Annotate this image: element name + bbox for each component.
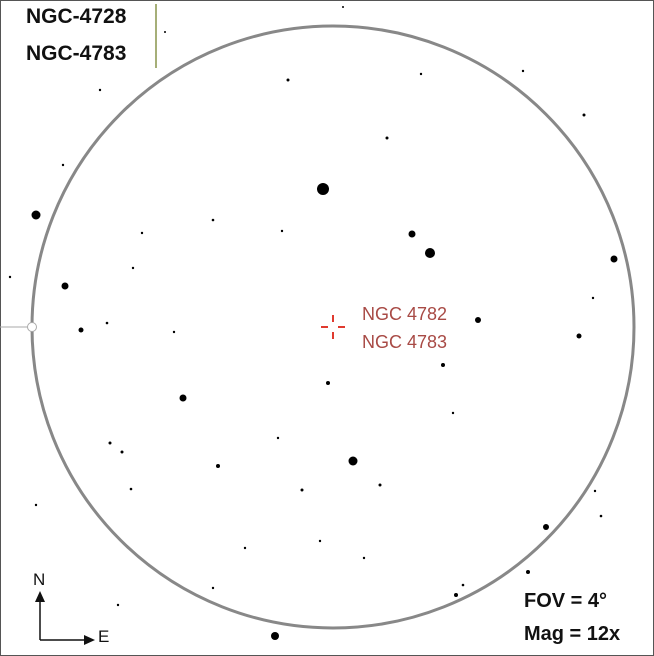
magnification-readout: Mag = 12x bbox=[524, 623, 620, 646]
mag-prefix: Mag = bbox=[524, 623, 587, 645]
star-13 bbox=[271, 632, 279, 640]
compass-arrows-icon bbox=[35, 591, 95, 645]
fov-readout: FOV = 4° bbox=[524, 590, 607, 613]
star-24 bbox=[419, 72, 423, 76]
star-23 bbox=[385, 136, 389, 140]
star-14 bbox=[441, 363, 445, 367]
star-40 bbox=[461, 583, 465, 587]
star-3 bbox=[425, 248, 435, 258]
star-34 bbox=[591, 296, 595, 300]
star-47 bbox=[451, 411, 455, 415]
star-36 bbox=[276, 436, 280, 440]
star-4 bbox=[408, 230, 416, 238]
mag-value: 12x bbox=[586, 623, 621, 645]
star-2 bbox=[31, 210, 41, 220]
fov-value: 4° bbox=[587, 590, 608, 612]
star-33 bbox=[521, 69, 525, 73]
star-43 bbox=[116, 603, 120, 607]
star-19 bbox=[120, 450, 124, 454]
star-46 bbox=[280, 229, 284, 233]
star-29 bbox=[172, 330, 176, 334]
star-21 bbox=[129, 487, 133, 491]
star-25 bbox=[211, 218, 215, 222]
star-6 bbox=[61, 282, 69, 290]
star-26 bbox=[140, 231, 144, 235]
star-15 bbox=[326, 381, 330, 385]
star-16 bbox=[216, 464, 220, 468]
target-crosshair-icon bbox=[321, 315, 345, 339]
star-12 bbox=[543, 524, 549, 530]
star-28 bbox=[105, 321, 109, 325]
target-label-primary: NGC 4782 bbox=[362, 304, 448, 324]
star-17 bbox=[300, 488, 304, 492]
star-22 bbox=[286, 78, 290, 82]
star-8 bbox=[78, 327, 84, 333]
star-30 bbox=[61, 163, 65, 167]
star-20 bbox=[108, 441, 112, 445]
star-49 bbox=[211, 586, 215, 590]
star-38 bbox=[318, 539, 322, 543]
compass-east-label: E bbox=[98, 627, 110, 646]
star-9 bbox=[576, 333, 582, 339]
star-10 bbox=[179, 394, 187, 402]
chart-title-secondary: NGC-4783 bbox=[26, 42, 127, 65]
star-51 bbox=[342, 6, 344, 8]
compass-north-label: N bbox=[33, 570, 46, 589]
star-37 bbox=[243, 546, 247, 550]
star-41 bbox=[454, 593, 458, 597]
star-32 bbox=[582, 113, 586, 117]
target-label-secondary: NGC 4783 bbox=[362, 332, 448, 352]
star-5 bbox=[610, 255, 618, 263]
star-50 bbox=[164, 31, 166, 33]
star-7 bbox=[475, 317, 481, 323]
star-35 bbox=[599, 514, 603, 518]
star-45 bbox=[34, 503, 38, 507]
star-39 bbox=[362, 556, 366, 560]
star-11 bbox=[348, 456, 358, 466]
star-42 bbox=[526, 570, 530, 574]
star-48 bbox=[593, 489, 597, 493]
star-27 bbox=[131, 266, 135, 270]
star-31 bbox=[98, 88, 102, 92]
fov-prefix: FOV = bbox=[524, 590, 588, 612]
star-1 bbox=[317, 183, 329, 195]
star-18 bbox=[378, 483, 382, 487]
chart-title-primary: NGC-4728 bbox=[26, 5, 127, 28]
star-44 bbox=[8, 275, 12, 279]
field-of-view-circle bbox=[30, 24, 636, 630]
edge-marker bbox=[27, 322, 37, 332]
stars-group bbox=[8, 6, 618, 640]
